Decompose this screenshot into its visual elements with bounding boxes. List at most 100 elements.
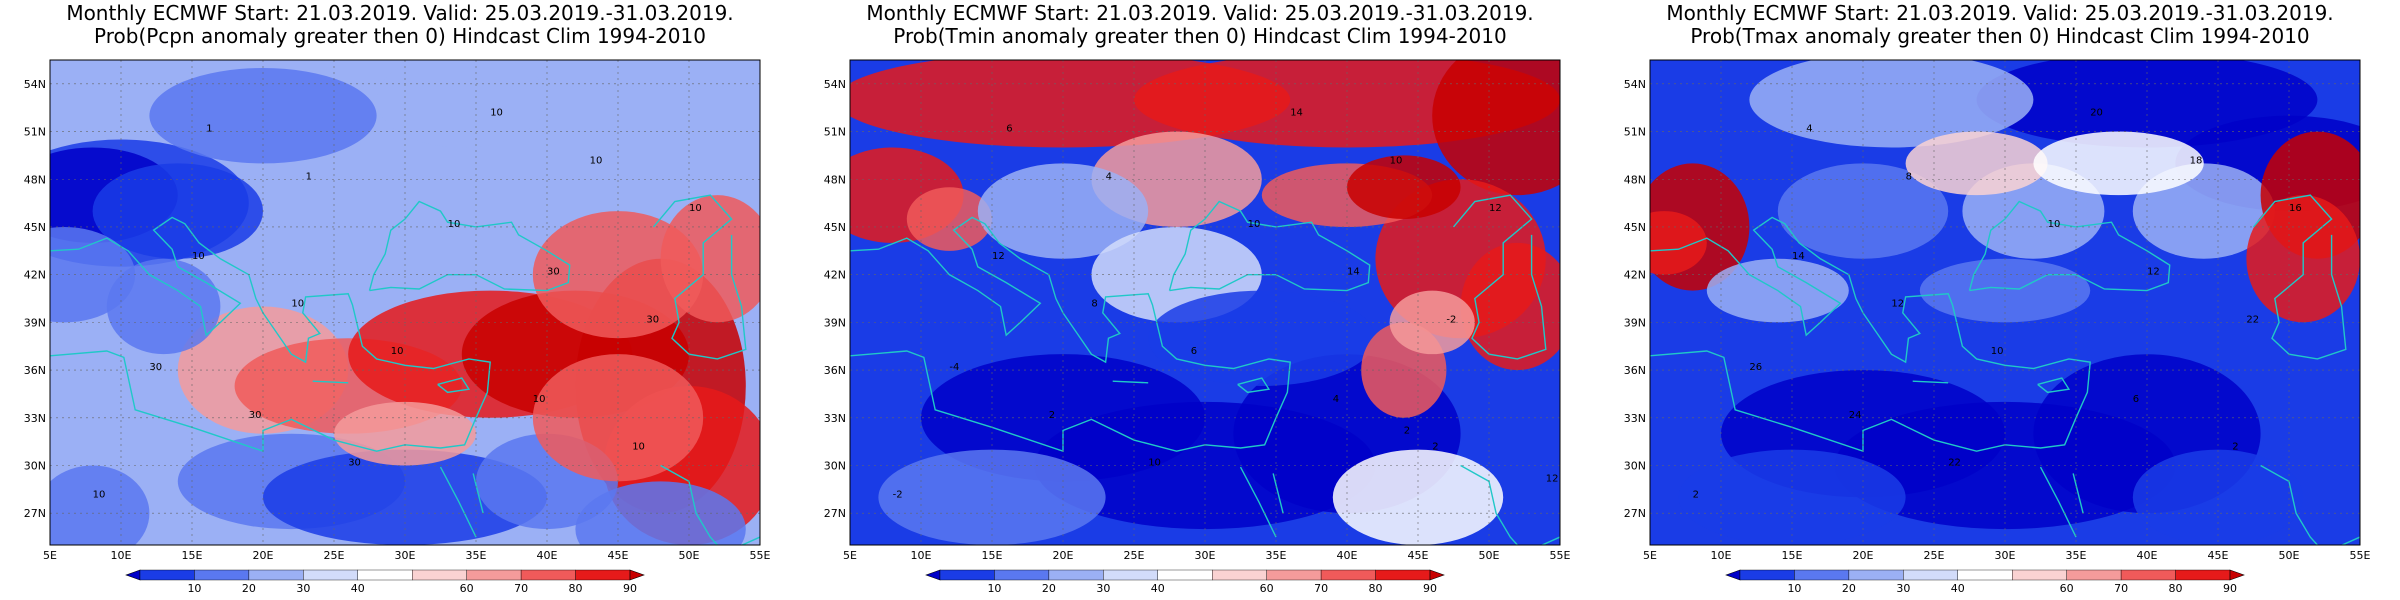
longitude-tick-label: 10E: [911, 549, 932, 562]
graticule: [50, 60, 760, 545]
contour-label: -2: [1446, 314, 1456, 325]
probability-area: [106, 258, 221, 355]
panel-tmax: Monthly ECMWF Start: 21.03.2019. Valid: …: [1600, 0, 2400, 600]
contour-label: 10: [448, 219, 461, 230]
coastline: [2039, 466, 2077, 538]
coastline: [1912, 380, 1949, 384]
colorbar-label: 40: [1951, 582, 1965, 595]
contour-label: 24: [1849, 410, 1862, 421]
longitude-tick-label: 55E: [1550, 549, 1571, 562]
contour-label: 20: [2090, 108, 2103, 119]
coastline: [50, 216, 491, 453]
coastline: [1460, 464, 1560, 545]
longitude-tick-label: 45E: [608, 549, 629, 562]
latitude-tick-label: 36N: [824, 364, 846, 377]
colorbar-segment: [1048, 569, 1104, 581]
contour-label: 10: [1148, 457, 1161, 468]
latitude-tick-label: 30N: [1624, 459, 1646, 472]
colorbar-segment: [194, 569, 250, 581]
colorbar-label: 90: [623, 582, 637, 595]
probability-area: [532, 211, 704, 339]
latitude-tick-label: 48N: [824, 173, 846, 186]
coastlines: [1650, 194, 2360, 545]
colorbar-high-arrow: [2229, 569, 2245, 581]
contour-label: 30: [547, 267, 560, 278]
latitude-tick-label: 39N: [24, 316, 46, 329]
graticule: [1650, 60, 2360, 545]
colorbar-label: 90: [2223, 582, 2237, 595]
coastline: [1650, 216, 2091, 453]
colorbar-segment: [994, 569, 1050, 581]
coastline: [1112, 380, 1149, 384]
contour-label: 12: [992, 251, 1005, 262]
contour-labels: 10 10 10 10 10 10 10 10 10 30 30 30 30 30 10 1 1: [93, 108, 702, 501]
longitude-tick-label: 50E: [1479, 549, 1500, 562]
contour-label: 6: [2133, 394, 2139, 405]
contour-label: 2: [1693, 489, 1699, 500]
probability-area: [878, 449, 1106, 545]
colorbar-segment: [1266, 569, 1322, 581]
contour-label: 16: [2289, 203, 2302, 214]
contour-label: 12: [1546, 473, 1559, 484]
colorbar-label: 10: [187, 582, 201, 595]
contour-label: 10: [689, 203, 702, 214]
contour-label: 6: [1191, 346, 1197, 357]
colorbar-segment: [248, 569, 304, 581]
colorbar-segment: [1157, 569, 1213, 581]
latitude-tick-label: 42N: [824, 269, 846, 282]
latitude-tick-label: 45N: [24, 221, 46, 234]
panel-title-line2: Prob(Pcpn anomaly greater then 0) Hindca…: [94, 24, 706, 48]
contour-label: 1: [206, 124, 212, 135]
contour-label: 10: [391, 346, 404, 357]
colorbar-segment: [2175, 569, 2231, 581]
latitude-tick-label: 36N: [1624, 364, 1646, 377]
longitude-tick-label: 10E: [1711, 549, 1732, 562]
longitude-tick-label: 35E: [1266, 549, 1287, 562]
colorbar-label: 70: [1314, 582, 1328, 595]
coastline: [312, 380, 349, 384]
contour-label: 10: [1390, 155, 1403, 166]
colorbar-segment: [1903, 569, 1958, 581]
coastline: [1272, 473, 1284, 514]
coastline: [2037, 377, 2071, 394]
probability-area: [1678, 449, 1906, 545]
contour-label: 10: [1248, 219, 1261, 230]
longitude-tick-label: 35E: [466, 549, 487, 562]
coastline: [439, 466, 477, 538]
contour-label: 4: [1806, 124, 1812, 135]
latitude-tick-label: 33N: [824, 412, 846, 425]
panel-title-line1: Monthly ECMWF Start: 21.03.2019. Valid: …: [66, 1, 734, 25]
colorbar-label: 70: [514, 582, 528, 595]
probability-area: [532, 354, 704, 482]
coastline: [1168, 200, 1371, 292]
probability-area: [2033, 131, 2204, 196]
longitude-tick-label: 55E: [2350, 549, 2371, 562]
coastline: [660, 464, 760, 545]
probability-area: [1148, 290, 1376, 386]
latitude-tick-label: 27N: [24, 507, 46, 520]
contour-label: 8: [1906, 171, 1912, 182]
colorbar-label: 20: [242, 582, 256, 595]
panel-tmin: Monthly ECMWF Start: 21.03.2019. Valid: …: [800, 0, 1600, 600]
longitude-tick-label: 15E: [182, 549, 203, 562]
colorbar-label: 80: [2169, 582, 2183, 595]
colorbar-label: 10: [987, 582, 1001, 595]
latitude-tick-label: 51N: [824, 126, 846, 139]
contour-label: 10: [291, 298, 304, 309]
contour-label: 26: [1749, 362, 1762, 373]
latitude-tick-label: 33N: [24, 412, 46, 425]
colorbar-segment: [520, 569, 576, 581]
longitude-tick-label: 25E: [1124, 549, 1145, 562]
contour-label: 2: [1049, 410, 1055, 421]
map-frame: [1649, 59, 2361, 546]
graticule: [850, 60, 1560, 545]
longitude-tick-label: 15E: [1782, 549, 1803, 562]
colorbar-low-arrow: [925, 569, 941, 581]
contour-label: 12: [1891, 298, 1904, 309]
contour-label: 2: [1404, 426, 1410, 437]
longitude-tick-label: 25E: [1924, 549, 1945, 562]
panel-title-line1: Monthly ECMWF Start: 21.03.2019. Valid: …: [866, 1, 1534, 25]
colorbar-label: 80: [569, 582, 583, 595]
probability-field: [50, 60, 760, 545]
